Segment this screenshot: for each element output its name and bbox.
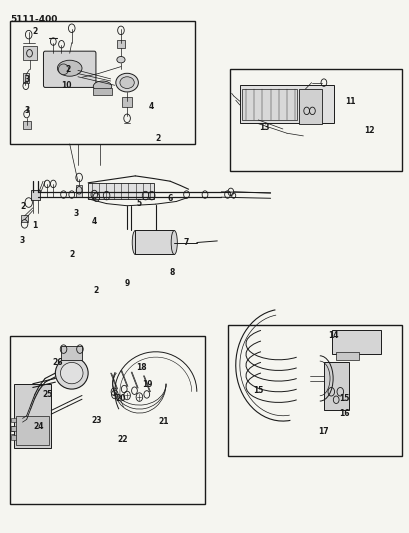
Text: 11: 11: [344, 97, 355, 106]
Bar: [31, 190, 40, 200]
Bar: [331, 330, 380, 354]
Text: 1: 1: [32, 221, 37, 230]
Text: 2: 2: [94, 286, 99, 295]
Bar: [239, 85, 333, 123]
Bar: [241, 89, 297, 120]
Text: 20: 20: [115, 394, 126, 403]
Text: 22: 22: [117, 435, 128, 444]
Text: 10: 10: [61, 81, 72, 90]
Bar: [117, 40, 125, 48]
Ellipse shape: [117, 56, 125, 63]
Text: 4: 4: [149, 102, 154, 111]
Text: 13: 13: [258, 124, 269, 132]
Bar: [22, 46, 37, 60]
Text: 25: 25: [42, 390, 52, 399]
Bar: [14, 384, 51, 448]
Bar: [22, 121, 31, 129]
Bar: [122, 97, 132, 107]
Bar: [229, 69, 401, 171]
Text: 24: 24: [34, 422, 44, 431]
Text: 16: 16: [338, 409, 349, 417]
Bar: [10, 21, 194, 144]
Bar: [93, 88, 112, 95]
Bar: [21, 215, 28, 222]
Text: 19: 19: [142, 381, 153, 389]
Text: 21: 21: [158, 417, 169, 425]
Bar: [299, 89, 321, 124]
Text: 15: 15: [252, 386, 263, 394]
Text: 3: 3: [24, 76, 29, 84]
Bar: [11, 418, 16, 422]
Bar: [135, 230, 174, 254]
Text: 2: 2: [155, 134, 160, 143]
Ellipse shape: [93, 81, 111, 92]
Text: 2: 2: [65, 65, 70, 74]
Text: 26: 26: [52, 358, 63, 367]
Text: 6: 6: [167, 194, 172, 203]
Text: 2: 2: [20, 202, 25, 211]
Text: 12: 12: [363, 126, 373, 135]
Ellipse shape: [120, 77, 134, 88]
Ellipse shape: [61, 362, 83, 384]
Bar: [76, 185, 82, 197]
Bar: [61, 346, 82, 360]
Bar: [227, 325, 401, 456]
Bar: [11, 435, 16, 440]
Bar: [323, 362, 348, 410]
Ellipse shape: [58, 64, 68, 75]
Text: 23: 23: [91, 416, 101, 424]
Text: 7: 7: [183, 238, 189, 247]
Text: 2: 2: [32, 28, 37, 36]
Text: 17: 17: [318, 427, 328, 436]
Ellipse shape: [57, 60, 82, 76]
Text: 3: 3: [19, 237, 24, 245]
Text: 8: 8: [169, 269, 175, 277]
Bar: [335, 352, 358, 360]
Text: 3: 3: [73, 209, 78, 217]
Text: 5111-400: 5111-400: [10, 15, 58, 24]
Text: 4: 4: [92, 217, 97, 225]
Text: 18: 18: [136, 364, 146, 372]
Ellipse shape: [132, 230, 138, 255]
Text: 9: 9: [124, 279, 129, 288]
Ellipse shape: [55, 357, 88, 389]
Text: 14: 14: [327, 332, 337, 340]
Text: 3: 3: [24, 107, 29, 115]
Bar: [88, 183, 153, 199]
Text: 2: 2: [69, 251, 74, 259]
Bar: [22, 73, 29, 83]
Bar: [16, 416, 49, 445]
Ellipse shape: [171, 230, 177, 255]
Text: 15: 15: [338, 394, 349, 403]
FancyBboxPatch shape: [43, 51, 96, 87]
Bar: [10, 336, 204, 504]
Ellipse shape: [116, 74, 138, 92]
Text: 5: 5: [137, 199, 142, 208]
Bar: [11, 426, 16, 431]
